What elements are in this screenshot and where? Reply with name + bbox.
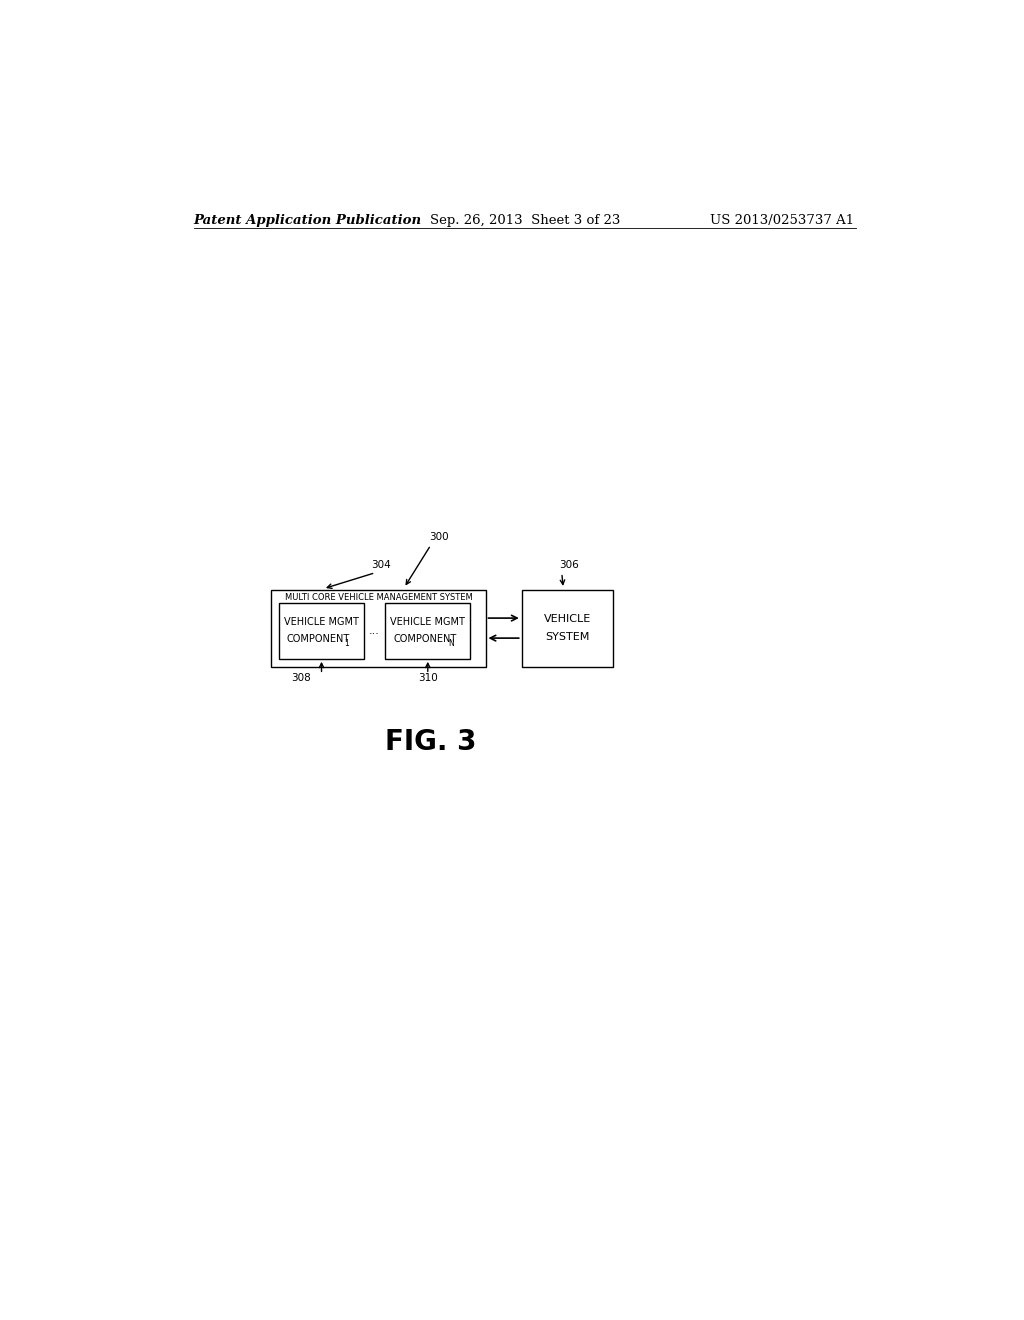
Text: US 2013/0253737 A1: US 2013/0253737 A1: [711, 214, 854, 227]
Bar: [521, 590, 612, 667]
Text: MULTI CORE VEHICLE MANAGEMENT SYSTEM: MULTI CORE VEHICLE MANAGEMENT SYSTEM: [285, 593, 472, 602]
Text: 308: 308: [292, 673, 311, 682]
Bar: [385, 603, 470, 659]
Text: COMPONENT: COMPONENT: [287, 634, 350, 644]
Text: VEHICLE MGMT: VEHICLE MGMT: [284, 616, 359, 627]
Text: ...: ...: [370, 626, 380, 636]
Text: VEHICLE MGMT: VEHICLE MGMT: [390, 616, 465, 627]
Bar: [280, 603, 364, 659]
Text: 1: 1: [344, 639, 348, 648]
Text: VEHICLE: VEHICLE: [544, 614, 591, 624]
Text: N: N: [449, 639, 454, 648]
Text: COMPONENT: COMPONENT: [393, 634, 457, 644]
Text: 300: 300: [429, 532, 449, 543]
Text: Patent Application Publication: Patent Application Publication: [194, 214, 422, 227]
Text: 310: 310: [418, 673, 437, 682]
Text: FIG. 3: FIG. 3: [385, 729, 476, 756]
Text: SYSTEM: SYSTEM: [545, 632, 590, 643]
Bar: [271, 590, 485, 667]
Text: 304: 304: [371, 560, 390, 570]
Text: 306: 306: [559, 560, 579, 570]
Text: Sep. 26, 2013  Sheet 3 of 23: Sep. 26, 2013 Sheet 3 of 23: [430, 214, 620, 227]
